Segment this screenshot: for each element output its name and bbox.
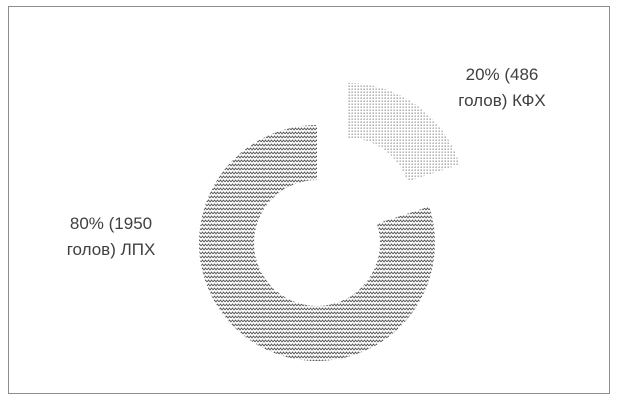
doughnut-chart <box>199 82 460 361</box>
slice-lph <box>199 125 435 361</box>
slice-label-lph: 80% (1950 голов) ЛПХ <box>36 211 186 263</box>
slice-label-lph-line1: 80% (1950 <box>69 214 153 233</box>
slice-label-kfh-line2: голов) КФХ <box>458 91 546 110</box>
chart-frame: 20% (486 голов) КФХ 80% (1950 голов) ЛПХ <box>8 6 610 394</box>
slice-label-kfh-line1: 20% (486 <box>465 65 539 84</box>
slice-label-kfh: 20% (486 голов) КФХ <box>427 62 577 114</box>
slice-kfh <box>347 82 460 182</box>
slice-label-lph-line2: голов) ЛПХ <box>66 240 156 259</box>
